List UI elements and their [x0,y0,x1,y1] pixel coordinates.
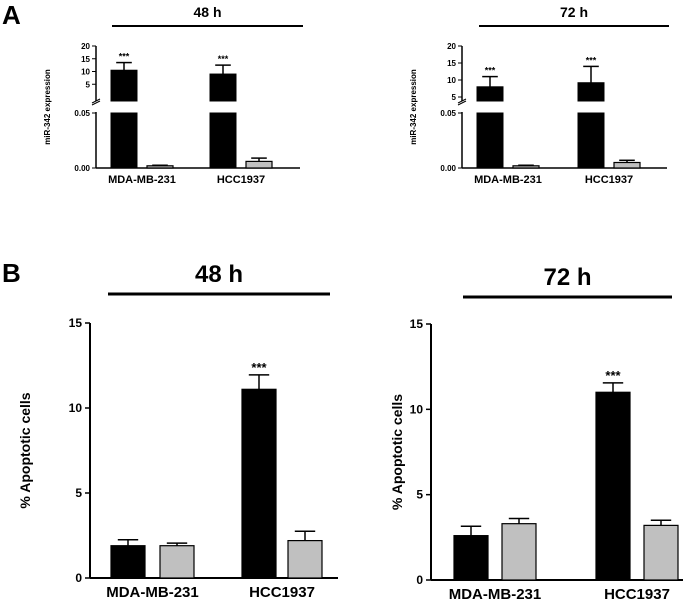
bar [595,391,631,581]
panel-label-a: A [2,0,21,30]
chart-title: 48 h [193,4,221,20]
bar [577,112,605,169]
x-tick-label: HCC1937 [217,174,265,186]
y-tick-label: 15 [447,59,456,68]
significance-label: *** [485,66,496,76]
bar [643,524,679,581]
bar [209,73,237,102]
bar [245,160,273,169]
chart-4: 72 h % Apoptotic cells 0 5 10 15 MDA-MB-231 HCC… [389,264,683,603]
bar [146,165,174,169]
x-tick-label: HCC1937 [585,174,633,186]
y-tick-label: 10 [69,401,83,415]
axis-break-mark [457,98,467,104]
y-tick-label: 15 [81,55,90,64]
bar [476,86,504,102]
bar [241,388,277,579]
bar [453,535,489,581]
x-tick-label: MDA-MB-231 [449,586,542,603]
chart-title: 72 h [560,4,588,20]
y-axis-label: % Apoptotic cells [17,392,33,508]
axis-break-mark [91,98,101,104]
y-tick-label: 15 [410,317,424,331]
y-tick-label: 15 [69,316,83,330]
chart-title: 72 h [543,264,591,291]
y-tick-label: 5 [416,488,423,502]
bar [476,112,504,169]
y-tick-label: 10 [410,402,424,416]
axis-break-mark [91,100,101,106]
axis-break-mark [457,100,467,106]
bar [110,112,138,169]
y-tick-label: 0 [416,573,423,587]
y-tick-label: 20 [81,42,90,51]
chart-3: 48 h % Apoptotic cells 0 5 10 15 MDA-MB-231 HCC… [17,261,338,601]
y-tick-label: 10 [447,76,456,85]
y-axis-label: miR-342 expression [43,69,52,145]
chart-1: 48 h miR-342 expression 0.00 0.05 5 10 15 20 MDA… [43,4,303,186]
y-axis-label: miR-342 expression [409,69,418,145]
x-tick-label: MDA-MB-231 [474,174,542,186]
y-tick-label: 0.00 [74,164,90,173]
bar [613,161,641,169]
x-tick-label: MDA-MB-231 [106,584,199,601]
bar [209,112,237,169]
y-tick-label: 5 [452,93,457,102]
bar [110,545,146,579]
panel-label-b: B [2,258,21,288]
x-tick-label: HCC1937 [604,586,670,603]
y-tick-label: 10 [81,68,90,77]
bar [577,82,605,102]
significance-label: *** [251,360,267,375]
y-tick-label: 0.05 [74,109,90,118]
significance-label: *** [605,368,621,383]
bar [287,539,323,579]
y-tick-label: 20 [447,42,456,51]
y-tick-label: 5 [86,80,91,89]
significance-label: *** [119,52,130,62]
significance-label: *** [586,55,597,65]
bar [159,545,195,579]
x-tick-label: HCC1937 [249,584,315,601]
bar [501,523,537,581]
significance-label: *** [218,54,229,64]
y-tick-label: 0 [75,571,82,585]
y-tick-label: 0.05 [440,109,456,118]
chart-2: 72 h miR-342 expression 0.00 0.05 5 10 15 20 MDA… [409,4,669,186]
chart-title: 48 h [195,261,243,288]
bar [512,165,540,169]
bar [110,69,138,102]
y-tick-label: 5 [75,486,82,500]
y-tick-label: 0.00 [440,164,456,173]
y-axis-label: % Apoptotic cells [389,394,405,510]
x-tick-label: MDA-MB-231 [108,174,176,186]
